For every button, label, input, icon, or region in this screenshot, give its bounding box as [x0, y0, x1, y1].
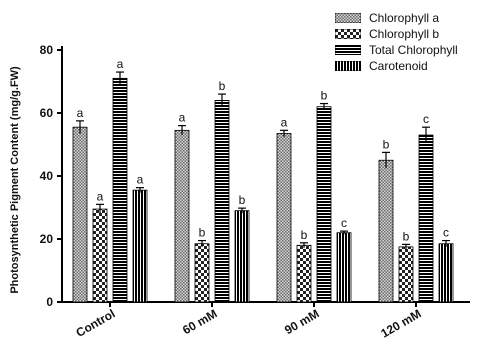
significance-letter: b: [239, 193, 246, 207]
significance-letter: a: [179, 111, 186, 125]
bar: [174, 129, 190, 303]
y-axis-label: Photosynthetic Pigment Content (mg/g.FW): [9, 66, 21, 294]
legend-item-carotenoid: Carotenoid: [335, 58, 458, 74]
legend-swatch-carotenoid: [335, 61, 361, 71]
bar: [336, 232, 352, 303]
y-tick-label: 40: [40, 169, 54, 183]
significance-letter: a: [97, 189, 104, 203]
legend-swatch-chlorophyll-b: [335, 29, 361, 39]
significance-letter: a: [137, 173, 144, 187]
legend-label-total-chlorophyll: Total Chlorophyll: [369, 43, 458, 57]
significance-letter: a: [117, 57, 124, 71]
bar: [378, 159, 394, 303]
bar: [316, 106, 332, 303]
significance-letter: b: [403, 229, 410, 243]
significance-letter: a: [77, 106, 84, 120]
bar: [92, 208, 108, 303]
y-tick-label: 80: [40, 43, 54, 57]
legend-item-chlorophyll-a: Chlorophyll a: [335, 10, 458, 26]
significance-letter: a: [281, 115, 288, 129]
bar: [418, 134, 434, 303]
legend-swatch-total-chlorophyll: [335, 45, 361, 55]
y-tick-label: 20: [40, 232, 54, 246]
x-tick-label: 60 mM: [180, 306, 219, 337]
bar: [234, 210, 250, 303]
x-tick-label: 120 mM: [378, 306, 423, 340]
legend-label-chlorophyll-a: Chlorophyll a: [369, 11, 440, 25]
bar: [72, 126, 88, 303]
bar: [276, 133, 292, 303]
bar: [438, 243, 454, 303]
significance-letter: b: [199, 226, 206, 240]
bar: [296, 244, 312, 303]
y-tick-label: 60: [40, 106, 54, 120]
significance-letter: b: [321, 89, 328, 103]
legend: Chlorophyll a Chlorophyll b Total Chloro…: [335, 10, 458, 74]
legend-item-chlorophyll-b: Chlorophyll b: [335, 26, 458, 42]
significance-letter: c: [423, 112, 429, 126]
bar: [132, 189, 148, 303]
y-tick-label: 0: [46, 295, 53, 309]
legend-swatch-chlorophyll-a: [335, 13, 361, 23]
significance-letter: b: [383, 137, 390, 151]
x-tick-label: 90 mM: [282, 306, 321, 337]
significance-letter: b: [219, 79, 226, 93]
bar: [112, 77, 128, 303]
legend-item-total-chlorophyll: Total Chlorophyll: [335, 42, 458, 58]
significance-letter: c: [443, 226, 449, 240]
significance-letter: b: [301, 228, 308, 242]
significance-letter: c: [341, 216, 347, 230]
legend-label-chlorophyll-b: Chlorophyll b: [369, 27, 440, 41]
bar: [194, 243, 210, 303]
x-tick-label: Control: [74, 306, 118, 339]
bar: [398, 246, 414, 303]
bar: [214, 100, 230, 303]
legend-label-carotenoid: Carotenoid: [369, 59, 428, 73]
